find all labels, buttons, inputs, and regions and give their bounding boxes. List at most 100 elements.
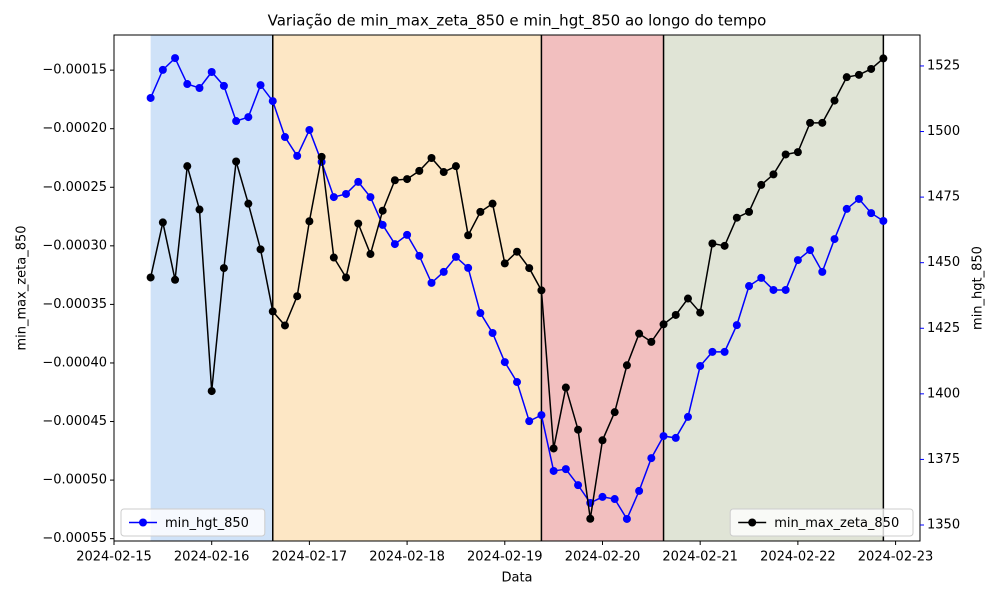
marker bbox=[647, 454, 656, 463]
marker bbox=[280, 133, 289, 142]
marker bbox=[586, 514, 595, 523]
marker bbox=[525, 264, 534, 273]
chart-title: Variação de min_max_zeta_850 e min_hgt_8… bbox=[268, 12, 767, 31]
y-tick-label: −0.00015 bbox=[42, 63, 107, 78]
marker bbox=[622, 361, 631, 370]
marker bbox=[598, 436, 607, 445]
marker bbox=[561, 465, 570, 474]
marker bbox=[696, 362, 705, 371]
y-tick-label: −0.00030 bbox=[42, 238, 107, 253]
marker bbox=[525, 417, 534, 426]
legend: min_max_zeta_850 bbox=[729, 508, 914, 537]
marker bbox=[280, 321, 289, 330]
marker bbox=[745, 282, 754, 291]
marker bbox=[818, 118, 827, 127]
marker bbox=[879, 216, 888, 225]
marker bbox=[390, 240, 399, 249]
marker bbox=[842, 204, 851, 213]
legend: min_hgt_850 bbox=[120, 508, 266, 537]
y2-tick-label: 1375 bbox=[927, 452, 960, 467]
legend-label: min_max_zeta_850 bbox=[774, 516, 899, 531]
marker bbox=[549, 444, 558, 453]
marker bbox=[232, 117, 241, 126]
marker bbox=[158, 218, 167, 227]
x-tick-label: 2024-02-15 bbox=[76, 550, 152, 565]
y-tick-label: −0.00050 bbox=[42, 473, 107, 488]
marker bbox=[415, 251, 424, 260]
marker bbox=[806, 246, 815, 255]
marker bbox=[635, 486, 644, 495]
marker bbox=[830, 235, 839, 244]
marker bbox=[683, 294, 692, 303]
y2-tick-label: 1425 bbox=[927, 321, 960, 336]
region bbox=[272, 35, 542, 541]
marker bbox=[854, 70, 863, 79]
y2-tick-label: 1500 bbox=[927, 124, 960, 139]
legend-box bbox=[120, 508, 266, 537]
marker bbox=[708, 239, 717, 248]
marker bbox=[439, 168, 448, 177]
marker bbox=[659, 432, 668, 441]
marker bbox=[610, 495, 619, 504]
y-tick-label: −0.00020 bbox=[42, 121, 107, 136]
marker bbox=[647, 337, 656, 346]
marker bbox=[500, 358, 509, 367]
marker bbox=[244, 199, 253, 208]
marker bbox=[329, 193, 338, 202]
marker bbox=[451, 252, 460, 261]
marker bbox=[610, 408, 619, 417]
marker bbox=[366, 193, 375, 202]
marker bbox=[806, 118, 815, 127]
marker bbox=[683, 412, 692, 421]
marker bbox=[622, 514, 631, 523]
marker bbox=[513, 378, 521, 387]
marker bbox=[232, 157, 241, 166]
marker bbox=[635, 329, 644, 338]
marker bbox=[476, 309, 485, 318]
y-tick-label: −0.00040 bbox=[42, 355, 107, 370]
marker bbox=[854, 194, 863, 203]
y2-tick-label: 1450 bbox=[927, 255, 960, 270]
legend-box bbox=[729, 508, 914, 537]
marker bbox=[219, 81, 228, 90]
marker bbox=[549, 466, 558, 475]
marker bbox=[171, 275, 180, 284]
x-tick-label: 2024-02-17 bbox=[272, 550, 348, 565]
x-tick-label: 2024-02-20 bbox=[565, 550, 641, 565]
legend-marker bbox=[748, 518, 757, 527]
marker bbox=[720, 241, 729, 250]
marker bbox=[427, 153, 436, 162]
marker bbox=[342, 189, 351, 198]
x-tick-label: 2024-02-16 bbox=[174, 550, 250, 565]
marker bbox=[537, 411, 546, 420]
marker bbox=[158, 65, 167, 74]
marker bbox=[378, 206, 387, 215]
y2-tick-label: 1400 bbox=[927, 386, 960, 401]
marker bbox=[366, 250, 375, 259]
marker bbox=[390, 176, 399, 185]
x-tick-label: 2024-02-18 bbox=[369, 550, 445, 565]
region bbox=[541, 35, 664, 541]
marker bbox=[659, 320, 668, 329]
marker bbox=[219, 264, 228, 273]
marker bbox=[537, 286, 546, 295]
y2-axis-label: min_hgt_850 bbox=[971, 246, 986, 330]
marker bbox=[793, 256, 802, 265]
marker bbox=[403, 175, 412, 184]
marker bbox=[769, 170, 778, 179]
legend-marker bbox=[139, 518, 147, 527]
marker bbox=[781, 150, 790, 159]
marker bbox=[561, 383, 570, 392]
marker bbox=[342, 273, 351, 282]
marker bbox=[574, 481, 583, 490]
marker bbox=[867, 64, 876, 73]
y2-tick-label: 1350 bbox=[927, 517, 960, 532]
marker bbox=[403, 230, 412, 239]
marker bbox=[842, 73, 851, 82]
marker bbox=[207, 67, 216, 76]
region bbox=[150, 35, 273, 541]
marker bbox=[305, 125, 314, 134]
y-tick-label: −0.00045 bbox=[42, 414, 107, 429]
marker bbox=[732, 213, 741, 222]
